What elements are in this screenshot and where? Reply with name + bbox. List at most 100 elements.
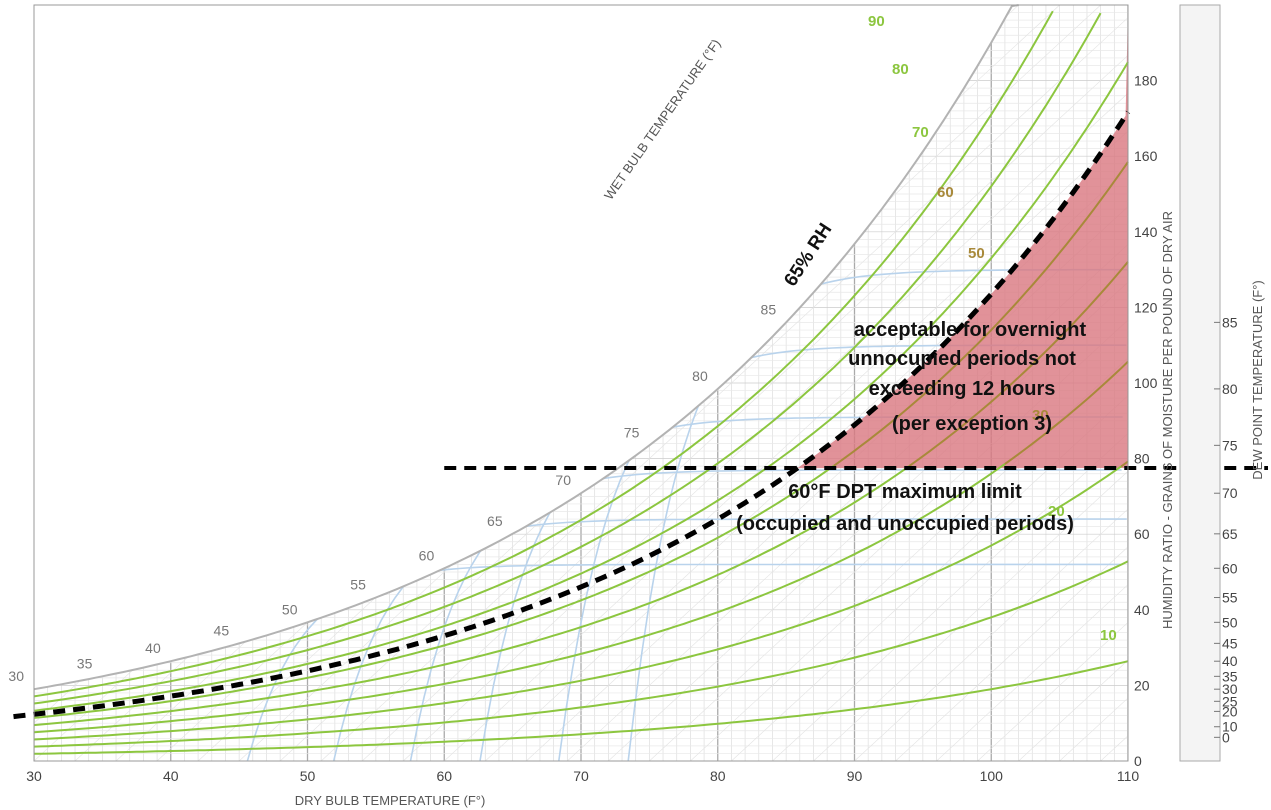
x-tick-label: 110 <box>1117 768 1140 784</box>
rh-curve-30 <box>1120 460 1129 468</box>
dew-point-tick-label: 30 <box>1222 681 1238 697</box>
enthalpy-line <box>34 5 240 761</box>
dew-point-tick-label: 55 <box>1222 590 1238 606</box>
enthalpy-line <box>361 5 1128 761</box>
y-tick-label: 20 <box>1134 677 1150 693</box>
enthalpy-line <box>34 5 117 761</box>
y-axis-title: HUMIDITY RATIO - GRAINS OF MOISTURE PER … <box>1160 211 1175 629</box>
enthalpy-line <box>977 5 1128 761</box>
rh-curve-label: 10 <box>1100 627 1117 644</box>
dpt-limit-line-1: 60°F DPT maximum limit <box>788 481 1022 503</box>
saturation-label: 35 <box>77 655 93 671</box>
x-tick-label: 60 <box>436 768 452 784</box>
saturation-label: 40 <box>145 640 161 656</box>
rh-curve-label: 70 <box>912 124 929 141</box>
rh-curve-label: 80 <box>892 61 909 78</box>
enthalpy-line <box>854 5 1128 761</box>
y-tick-label: 160 <box>1134 148 1158 164</box>
rh-curve-80 <box>33 12 1102 705</box>
rh-curve-10 <box>33 660 1129 755</box>
dew-point-tick-label: 80 <box>1222 381 1238 397</box>
rh-curve-40 <box>33 463 1006 734</box>
dew-point-tick-label: 75 <box>1222 437 1238 453</box>
saturation-label: 50 <box>282 601 298 617</box>
x-tick-label: 100 <box>980 768 1004 784</box>
y-tick-label: 0 <box>1134 753 1142 769</box>
rh-curve-label: 50 <box>968 245 985 262</box>
rh65-label: 65% RH <box>780 220 836 291</box>
dew-point-tick-label: 40 <box>1222 653 1238 669</box>
x-tick-label: 50 <box>300 768 316 784</box>
rh65-limit-line <box>13 110 1131 720</box>
dpt-limit-line-2: (occupied and unoccupied periods) <box>736 513 1074 535</box>
y-tick-label: 80 <box>1134 451 1150 467</box>
enthalpy-line <box>34 5 35 761</box>
dew-point-tick-label: 65 <box>1222 526 1238 542</box>
dew-point-tick-label: 25 <box>1222 693 1238 709</box>
x-tick-label: 30 <box>26 768 42 784</box>
dew-point-tick-label: 10 <box>1222 719 1238 735</box>
rh-curve-90 <box>33 10 1054 698</box>
enthalpy-line <box>403 5 1128 761</box>
saturation-label: 75 <box>624 424 640 440</box>
y-tick-label: 140 <box>1134 224 1158 240</box>
saturation-curve <box>33 4 1019 691</box>
saturation-label: 70 <box>555 472 571 488</box>
rh-curve-50 <box>908 261 1129 467</box>
y-tick-label: 120 <box>1134 299 1158 315</box>
rh-curve-70 <box>33 61 1129 712</box>
rh-curve-60 <box>33 464 835 719</box>
x-tick-label: 40 <box>163 768 179 784</box>
x-axis: 30 40 50 60 70 80 90 100 110 <box>26 768 1139 784</box>
y-tick-label: 60 <box>1134 526 1150 542</box>
dew-point-tick-label: 35 <box>1222 668 1238 684</box>
region-description-line-4: (per exception 3) <box>892 413 1052 435</box>
y-tick-label: 100 <box>1134 375 1158 391</box>
region-description-line-2: unnocupied periods not <box>848 348 1076 370</box>
saturation-label: 85 <box>761 301 777 317</box>
rh-curve-label: 30 <box>1032 407 1049 424</box>
region-description-line-3: exceeding 12 hours <box>869 378 1056 400</box>
saturation-label: 80 <box>692 368 708 384</box>
enthalpy-line <box>444 5 1128 761</box>
wet-bulb-title: WET BULB TEMPERATURE (°F) <box>601 36 724 202</box>
y-tick-label: 40 <box>1134 602 1150 618</box>
saturation-label: 45 <box>214 622 230 638</box>
enthalpy-line <box>34 5 199 761</box>
dew-point-tick-label: 70 <box>1222 485 1238 501</box>
dew-point-tick-label: 50 <box>1222 614 1238 630</box>
rh-curve-labels: 10 20 30 50 60 70 80 90 <box>868 13 1117 644</box>
saturation-label: 30 <box>8 668 24 684</box>
dew-point-axis-title: DEW POINT TEMPERATURE (F°) <box>1250 280 1265 479</box>
saturation-label: 65 <box>487 513 503 529</box>
enthalpy-line <box>1265 5 1271 761</box>
enthalpy-line <box>34 5 158 761</box>
rh-curve-40 <box>1004 360 1129 465</box>
y-tick-label: 180 <box>1134 73 1158 89</box>
enthalpy-line <box>813 5 1128 761</box>
dew-point-axis-bar <box>1179 4 1221 762</box>
dew-point-tick-label: 85 <box>1222 314 1238 330</box>
enthalpy-line <box>485 5 1128 761</box>
relative-humidity-curves <box>33 10 1129 755</box>
x-axis-title: DRY BULB TEMPERATURE (F°) <box>295 793 486 808</box>
dew-point-tick-label: 60 <box>1222 560 1238 576</box>
rh-curve-60 <box>833 161 1129 467</box>
y-axis: 0 20 40 60 80 100 120 140 160 180 <box>1134 73 1158 769</box>
rh-curve-20 <box>33 560 1129 748</box>
rh-curve-label: 90 <box>868 13 885 30</box>
dew-point-tick-label: 45 <box>1222 635 1238 651</box>
x-tick-label: 70 <box>573 768 589 784</box>
enthalpy-line <box>772 5 1128 761</box>
enthalpy-line <box>936 5 1128 761</box>
rh-curve-50 <box>33 465 910 727</box>
saturation-label: 55 <box>350 577 366 593</box>
x-tick-label: 90 <box>847 768 863 784</box>
enthalpy-line <box>34 5 76 761</box>
rh-curve-30 <box>33 465 1122 741</box>
plot-frame <box>33 4 1129 762</box>
rh-curve-label: 60 <box>937 184 954 201</box>
